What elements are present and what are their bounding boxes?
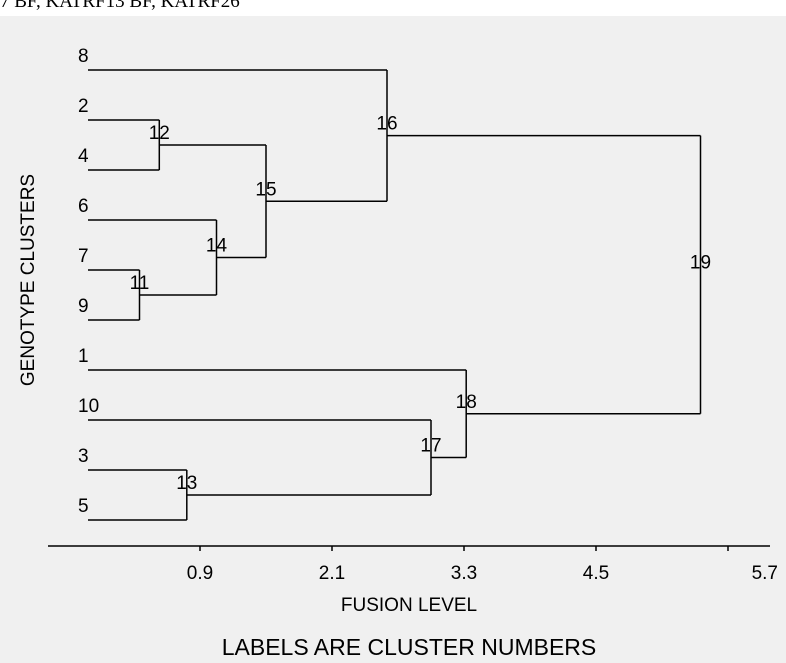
leaf-label-10: 10 <box>78 396 99 417</box>
x-axis-ticks: 0.9 2.1 3.3 4.5 5.7 <box>187 546 778 584</box>
node-label-18: 18 <box>456 392 477 413</box>
x-tick-label-1: 2.1 <box>319 563 345 584</box>
leaf-label-1: 1 <box>78 346 89 367</box>
y-axis-label: GENOTYPE CLUSTERS <box>18 174 39 386</box>
tree-lines <box>88 69 702 521</box>
leaf-label-2: 2 <box>78 96 89 117</box>
x-tick-label-0: 0.9 <box>187 563 213 584</box>
node-label-12: 12 <box>149 123 170 144</box>
node-label-11: 11 <box>130 273 150 294</box>
node-labels: 11 12 13 14 15 16 17 18 19 8 2 4 6 7 9 1 10 3 5 <box>78 46 711 517</box>
leaf-label-3: 3 <box>78 446 89 467</box>
node-label-15: 15 <box>255 179 276 200</box>
leaf-label-9: 9 <box>78 296 89 317</box>
x-tick-label-2: 3.3 <box>451 563 477 584</box>
leaf-label-7: 7 <box>78 246 89 267</box>
plot-background <box>8 16 770 663</box>
node-label-19: 19 <box>690 253 711 274</box>
x-tick-label-4: 5.7 <box>752 563 778 584</box>
x-axis-label: FUSION LEVEL <box>341 595 477 616</box>
x-tick-label-3: 4.5 <box>583 563 609 584</box>
header-strip: 7 BF, KATRF13 BF, KATRF26 <box>0 0 786 16</box>
leaf-label-8: 8 <box>78 46 89 67</box>
node-label-14: 14 <box>206 236 228 257</box>
chart-caption: LABELS ARE CLUSTER NUMBERS <box>222 634 597 660</box>
node-label-13: 13 <box>176 473 197 494</box>
leaf-label-4: 4 <box>78 146 89 167</box>
leaf-label-5: 5 <box>78 496 89 517</box>
node-label-17: 17 <box>420 436 441 457</box>
node-label-16: 16 <box>376 114 397 135</box>
leaf-label-6: 6 <box>78 196 89 217</box>
header-text: 7 BF, KATRF13 BF, KATRF26 <box>0 0 240 12</box>
